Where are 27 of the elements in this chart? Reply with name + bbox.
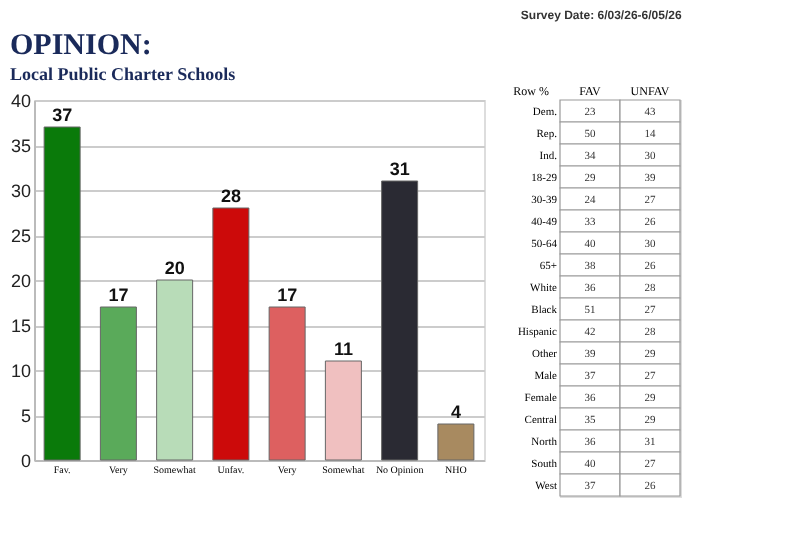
bar xyxy=(43,126,81,461)
data-label: 17 xyxy=(108,285,129,305)
y-tick-label: 25 xyxy=(10,226,31,246)
y-tick-label: 20 xyxy=(10,271,31,291)
chart-title: OPINION: xyxy=(9,30,152,62)
y-tick-label: 30 xyxy=(10,181,31,201)
y-tick-label: 10 xyxy=(10,361,31,381)
data-label: 11 xyxy=(333,339,353,359)
y-tick-label: 0 xyxy=(20,451,31,471)
data-label: 20 xyxy=(164,258,185,278)
data-label: 17 xyxy=(277,285,298,305)
chart-subtitle: Local Public Charter Schools xyxy=(9,64,237,84)
y-tick-label: 40 xyxy=(10,91,31,111)
y-tick-label: 5 xyxy=(20,406,31,426)
bar xyxy=(268,306,306,461)
data-label: 28 xyxy=(220,186,241,206)
bar xyxy=(212,207,250,461)
data-label: 31 xyxy=(389,159,410,179)
bar xyxy=(437,423,475,461)
bar xyxy=(324,360,362,461)
y-tick-label: 35 xyxy=(10,136,31,156)
bar xyxy=(99,306,137,461)
data-label: 37 xyxy=(52,105,73,125)
bar xyxy=(381,180,419,461)
y-tick-label: 15 xyxy=(10,316,31,336)
bar xyxy=(156,279,194,461)
data-label: 4 xyxy=(450,402,461,422)
